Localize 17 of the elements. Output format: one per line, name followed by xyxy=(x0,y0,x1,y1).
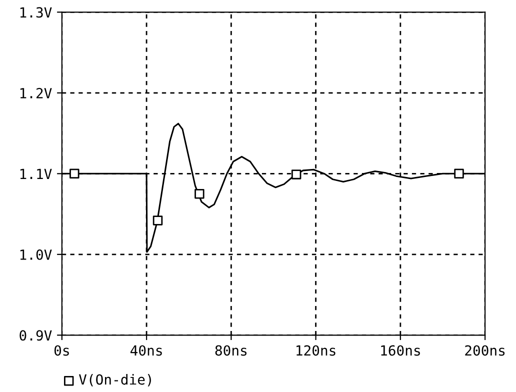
point xyxy=(70,168,80,179)
y-tick-label: 1.2V xyxy=(20,88,52,98)
point xyxy=(454,168,464,179)
x-tick-label: 160ns xyxy=(381,345,420,356)
legend-label: V(On-die) xyxy=(78,374,151,386)
y-tick-label: 1.0V xyxy=(20,249,52,260)
y-tick-label: 0.9V xyxy=(20,330,52,341)
x-tick-label: 80ns xyxy=(215,345,247,356)
x-tick-label: 40ns xyxy=(130,345,162,356)
x-tick-label: 120ns xyxy=(296,345,336,356)
y-tick-label: 1.3V xyxy=(20,7,52,18)
point xyxy=(194,188,204,199)
point xyxy=(291,170,302,180)
point xyxy=(152,216,163,226)
x-tick-label: 200ns xyxy=(465,345,505,356)
y-tick-label: 1.1V xyxy=(20,168,52,179)
x-tick-label: 0s xyxy=(54,345,69,356)
